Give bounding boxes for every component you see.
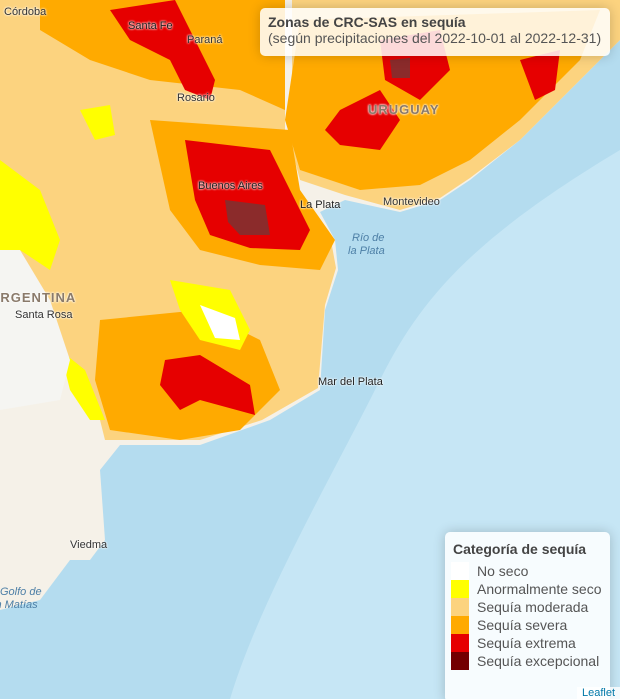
- place-label: La Plata: [300, 199, 341, 211]
- legend-swatch: [451, 616, 469, 634]
- legend-swatch: [451, 580, 469, 598]
- place-label: la Plata: [348, 245, 385, 257]
- place-label: Buenos Aires: [198, 180, 263, 192]
- place-label: Santa Fe: [128, 20, 173, 32]
- info-title: Zonas de CRC-SAS en sequía: [268, 14, 466, 30]
- place-label: URUGUAY: [368, 102, 440, 117]
- drought-extreme: [160, 355, 255, 415]
- place-label: Rosario: [177, 92, 215, 104]
- legend-swatch: [451, 652, 469, 670]
- place-label: Río de: [352, 232, 385, 244]
- legend-label: Anormalmente seco: [477, 581, 602, 597]
- legend-item: Sequía moderada: [451, 598, 604, 616]
- legend: Categoría de sequía No seco Anormalmente …: [445, 532, 610, 699]
- drought-extreme: [185, 140, 310, 250]
- legend-label: Sequía moderada: [477, 599, 589, 615]
- legend-label: No seco: [477, 563, 529, 579]
- drought-abnormal: [0, 160, 60, 270]
- legend-label: Sequía excepcional: [477, 653, 600, 669]
- legend-swatch: [451, 562, 469, 580]
- place-label: Mar del Plata: [318, 376, 383, 388]
- drought-extreme: [110, 0, 215, 100]
- place-label: Córdoba: [4, 6, 47, 18]
- legend-label: Sequía severa: [477, 617, 568, 633]
- drought-exceptional: [390, 58, 410, 78]
- place-label: Montevideo: [383, 196, 440, 208]
- place-label: Viedma: [70, 539, 108, 551]
- legend-title: Categoría de sequía: [453, 541, 587, 557]
- drought-abnormal: [60, 350, 105, 420]
- place-label: Santa Rosa: [15, 309, 73, 321]
- place-label: ARGENTINA: [0, 290, 77, 305]
- legend-label: Sequía extrema: [477, 635, 576, 651]
- place-label: Golfo de: [0, 586, 42, 598]
- legend-swatch: [451, 634, 469, 652]
- no-drought: [200, 305, 240, 340]
- legend-swatch: [451, 598, 469, 616]
- no-data-land: [0, 250, 70, 410]
- attribution[interactable]: Leaflet: [576, 687, 620, 699]
- drought-extreme: [325, 90, 400, 150]
- place-label: San Matías: [0, 599, 38, 611]
- drought-extreme: [520, 50, 560, 100]
- legend-item: Sequía excepcional: [451, 652, 604, 670]
- legend-item: Anormalmente seco: [451, 580, 604, 598]
- legend-item: Sequía severa: [451, 616, 604, 634]
- info-subtitle: (según precipitaciones del 2022-10-01 al…: [268, 30, 602, 46]
- drought-exceptional: [225, 200, 270, 235]
- legend-item: Sequía extrema: [451, 634, 604, 652]
- legend-item: No seco: [451, 562, 604, 580]
- place-label: Paraná: [187, 34, 223, 46]
- info-box: Zonas de CRC-SAS en sequía (según precip…: [260, 8, 610, 56]
- drought-abnormal: [80, 105, 115, 140]
